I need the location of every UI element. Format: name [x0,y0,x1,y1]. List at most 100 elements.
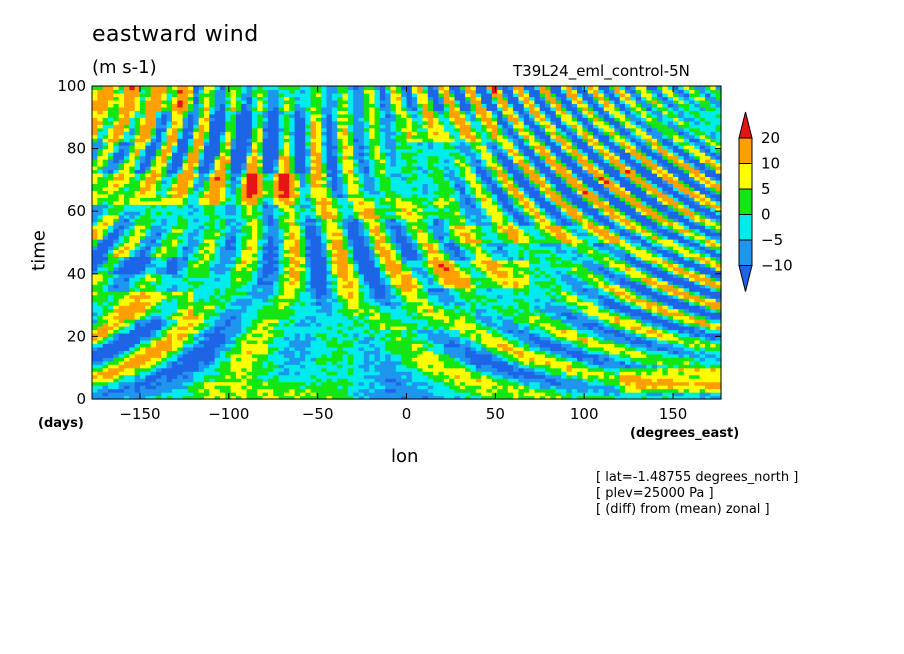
field-cell [625,259,631,264]
field-cell [230,305,237,310]
field-cell [630,280,637,285]
field-cell [619,325,626,331]
field-cell [401,312,408,317]
field-cell [470,374,477,379]
field-cell [347,378,354,383]
field-cell [241,353,248,358]
field-cell [529,263,536,268]
field-cell [555,395,562,400]
field-cell [577,259,584,264]
field-cell [433,319,440,324]
field-cell [598,315,605,320]
field-cell [497,284,504,289]
field-cell [257,291,264,296]
field-cell [395,294,402,299]
field-cell [614,395,621,400]
field-cell [545,266,552,271]
field-cell [369,298,376,303]
field-cell [609,353,615,358]
field-cell [577,364,584,369]
field-cell [561,322,568,327]
field-cell [395,298,402,303]
field-cell [507,263,514,268]
field-cell [353,343,360,348]
field-cell [299,277,306,282]
field-cell [667,277,674,282]
field-cell [171,357,178,362]
field-cell [534,322,541,327]
field-cell [161,388,168,393]
field-cell [358,385,365,390]
field-cell [369,263,376,268]
field-cell [427,308,434,313]
field-cell [614,256,621,261]
field-cell [577,329,584,334]
field-cell [555,353,562,358]
field-cell [422,277,429,282]
field-cell [219,332,226,337]
field-cell [219,301,226,306]
field-cell [315,353,322,358]
field-cell [443,360,450,365]
field-cell [427,367,434,372]
field-cell [678,294,685,299]
field-cell [406,259,413,264]
field-cell [395,339,402,344]
field-cell [198,392,205,397]
field-cell [358,346,365,351]
field-cell [289,256,296,261]
field-cell [262,385,269,390]
field-cell [486,346,493,351]
field-cell [92,339,98,344]
field-cell [561,371,568,376]
field-cell [161,353,168,358]
field-cell [273,259,280,264]
field-cell [518,332,525,337]
field-cell [438,270,445,275]
field-cell [134,343,141,348]
field-cell [321,332,328,337]
field-cell [123,298,130,303]
field-cell [625,343,631,348]
field-cell [342,395,349,400]
field-cell [619,259,626,264]
field-cell [395,388,402,393]
field-cell [641,364,647,369]
field-cell [582,343,589,348]
field-cell [369,381,376,386]
field-cell [155,364,162,369]
field-cell [481,301,488,306]
field-cell [273,249,280,254]
field-cell [427,329,434,334]
field-cell [92,332,98,337]
field-cell [150,329,157,334]
field-cell [422,284,429,289]
field-cell [662,360,669,365]
field-cell [390,301,397,306]
field-cell [369,266,376,271]
field-cell [235,364,242,369]
field-cell [449,259,456,264]
field-cell [353,305,360,310]
field-cell [518,322,525,327]
field-cell [283,395,290,400]
field-cell [630,336,637,341]
field-cell [171,315,178,320]
field-cell [470,315,477,320]
field-cell [465,277,472,282]
field-cell [625,392,631,397]
field-cell [251,249,258,254]
field-cell [283,325,290,331]
field-cell [235,252,242,258]
field-cell [123,305,130,310]
field-cell [593,329,599,334]
field-cell [603,319,610,324]
field-cell [145,339,152,344]
field-cell [395,308,402,313]
field-cell [673,329,679,334]
field-cell [299,388,306,393]
field-cell [475,287,482,292]
field-cell [321,319,328,324]
field-cell [534,298,541,303]
field-cell [705,343,711,348]
